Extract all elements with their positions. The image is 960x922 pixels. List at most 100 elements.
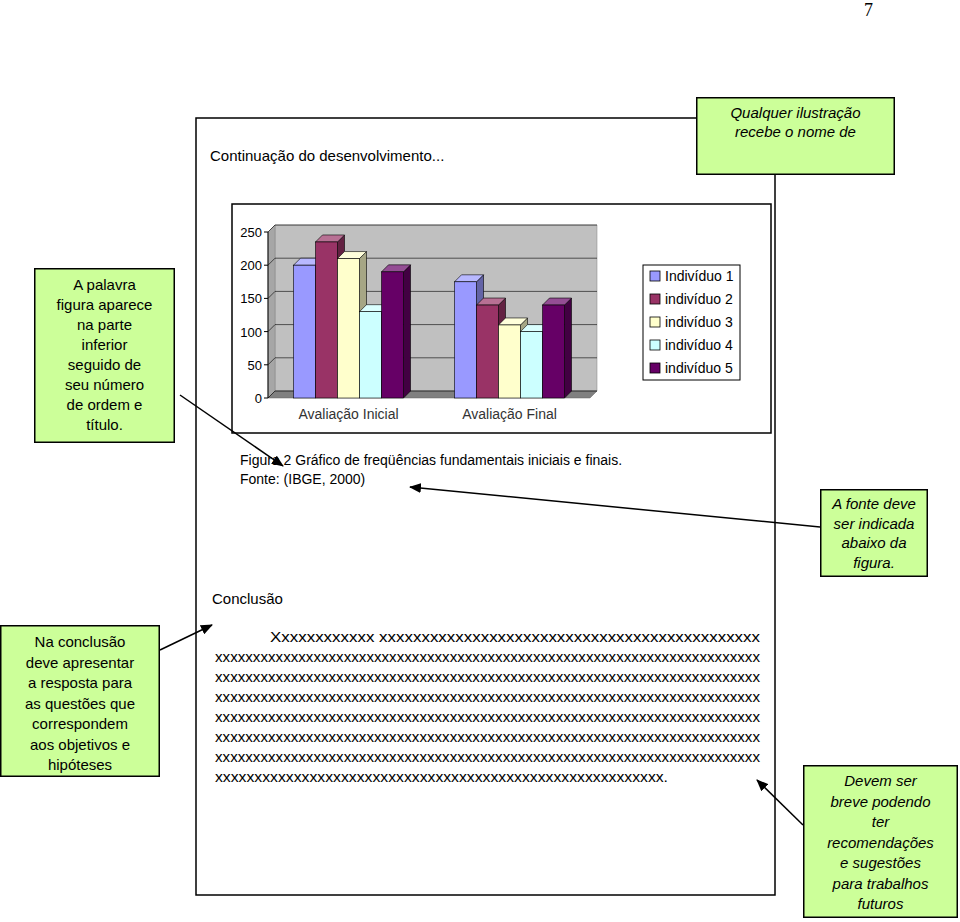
legend-label: indivíduo 5	[665, 360, 733, 376]
y-tick-label: 150	[240, 291, 262, 306]
bar-top	[338, 252, 367, 259]
y-axis	[268, 232, 269, 398]
figure-source: Fonte: (IBGE, 2000)	[240, 471, 365, 487]
legend-box	[643, 265, 740, 380]
legend-swatch	[650, 317, 660, 327]
annotation: Qualquer ilustração recebe o nome de	[697, 98, 895, 175]
grid-line	[268, 291, 275, 298]
conclusion-line: Xxxxxxxxxxxx xxxxxxxxxxxxxxxxxxxxxxxxxxx…	[270, 628, 761, 645]
legend-label: Indivíduo 1	[665, 268, 734, 284]
annotation-text: figura.	[853, 554, 895, 571]
conclusion-line: xxxxxxxxxxxxxxxxxxxxxxxxxxxxxxxxxxxxxxxx…	[215, 748, 761, 765]
annotation-text: a resposta para	[28, 674, 133, 691]
legend-swatch	[650, 363, 660, 373]
annotation-text: título.	[86, 416, 123, 433]
bar	[360, 312, 382, 398]
annotation-text: recomendações	[827, 834, 934, 851]
annotation: A fonte deve ser indicada abaixo da figura.	[821, 490, 928, 577]
grid-line	[268, 225, 275, 232]
y-tick	[264, 331, 268, 332]
conclusion-line: xxxxxxxxxxxxxxxxxxxxxxxxxxxxxxxxxxxxxxxx…	[215, 768, 668, 785]
page-frame	[196, 118, 775, 895]
annotation-text: aos objetivos e	[30, 736, 130, 753]
grid-line	[268, 258, 275, 265]
arrow	[160, 625, 212, 650]
annotation-box	[821, 490, 928, 577]
y-tick	[264, 232, 268, 233]
category-label: Avaliação Inicial	[298, 406, 398, 422]
bar-top	[477, 298, 506, 305]
bar-top	[382, 265, 411, 272]
arrow	[410, 487, 820, 527]
annotation-box	[1, 626, 160, 777]
y-tick	[264, 398, 268, 399]
bar-top	[499, 318, 528, 325]
annotation-text: breve podendo	[830, 793, 930, 810]
annotation-text: Na conclusão	[35, 633, 126, 650]
annotation-text: futuros	[858, 895, 904, 912]
bar	[499, 325, 521, 398]
annotation-text: as questões que	[25, 695, 135, 712]
legend-label: indivíduo 2	[665, 291, 733, 307]
annotation-text: seu número	[65, 376, 144, 393]
y-tick-label: 0	[255, 391, 262, 406]
annotation-text: figura aparece	[57, 296, 153, 313]
annotation-box	[697, 98, 895, 175]
legend-label: indivíduo 4	[665, 337, 733, 353]
side-wall	[268, 225, 275, 398]
annotation-text: seguido de	[68, 356, 141, 373]
bar-side	[565, 298, 572, 398]
legend-swatch	[650, 271, 660, 281]
chart: 0 50 100 150 200 250 Avaliação Inicial Avaliaçã…	[240, 225, 740, 422]
annotation-text: A fonte deve	[831, 495, 916, 512]
bar	[338, 259, 360, 398]
y-tick-label: 200	[240, 258, 262, 273]
bar-top	[455, 275, 484, 282]
page-number: 7	[864, 0, 873, 20]
annotation-text: hipóteses	[48, 756, 112, 773]
conclusion-line: xxxxxxxxxxxxxxxxxxxxxxxxxxxxxxxxxxxxxxxx…	[215, 648, 761, 665]
annotation-box	[35, 269, 175, 443]
annotation-text: abaixo da	[841, 534, 906, 551]
annotation: Devem ser breve podendo ter recomendações e …	[804, 766, 958, 918]
y-tick	[264, 364, 268, 365]
bar-top	[316, 235, 345, 242]
figure-frame	[232, 204, 771, 433]
annotation-text: deve apresentar	[26, 654, 134, 671]
y-tick-label: 250	[240, 225, 262, 240]
annotation-text: Devem ser	[844, 772, 918, 789]
y-tick-label: 100	[240, 325, 262, 340]
conclusion-line: xxxxxxxxxxxxxxxxxxxxxxxxxxxxxxxxxxxxxxxx…	[215, 708, 761, 725]
bar	[316, 242, 338, 398]
annotation-text: Qualquer ilustração	[730, 104, 860, 121]
legend-swatch	[650, 340, 660, 350]
annotation-text: para trabalhos	[832, 875, 929, 892]
annotation-text: ser indicada	[834, 515, 915, 532]
category-label: Avaliação Final	[462, 406, 557, 422]
grid-line	[268, 325, 275, 332]
bar	[294, 265, 316, 398]
annotation-text: de ordem e	[67, 396, 143, 413]
continuation-text: Continuação do desenvolvimento...	[210, 147, 444, 164]
conclusion-line: xxxxxxxxxxxxxxxxxxxxxxxxxxxxxxxxxxxxxxxx…	[215, 668, 761, 685]
annotation-text: e sugestões	[840, 854, 921, 871]
y-tick	[264, 265, 268, 266]
conclusion-line: xxxxxxxxxxxxxxxxxxxxxxxxxxxxxxxxxxxxxxxx…	[215, 688, 761, 705]
arrow	[180, 395, 283, 466]
y-tick-label: 50	[248, 358, 262, 373]
annotation-text: inferior	[82, 336, 128, 353]
bar	[521, 332, 543, 398]
grid-line	[268, 391, 275, 398]
bar	[543, 305, 565, 398]
bar	[477, 305, 499, 398]
annotation-text: correspondem	[32, 715, 128, 732]
bars	[294, 235, 572, 398]
annotation-text: A palavra	[73, 276, 136, 293]
legend-swatch	[650, 294, 660, 304]
annotation-text: recebe o nome de	[735, 123, 856, 140]
bar-top	[543, 298, 572, 305]
arrow	[757, 780, 803, 825]
grid-line	[268, 358, 275, 365]
annotation-text: ter	[872, 813, 891, 830]
conclusion-heading: Conclusão	[212, 590, 283, 607]
